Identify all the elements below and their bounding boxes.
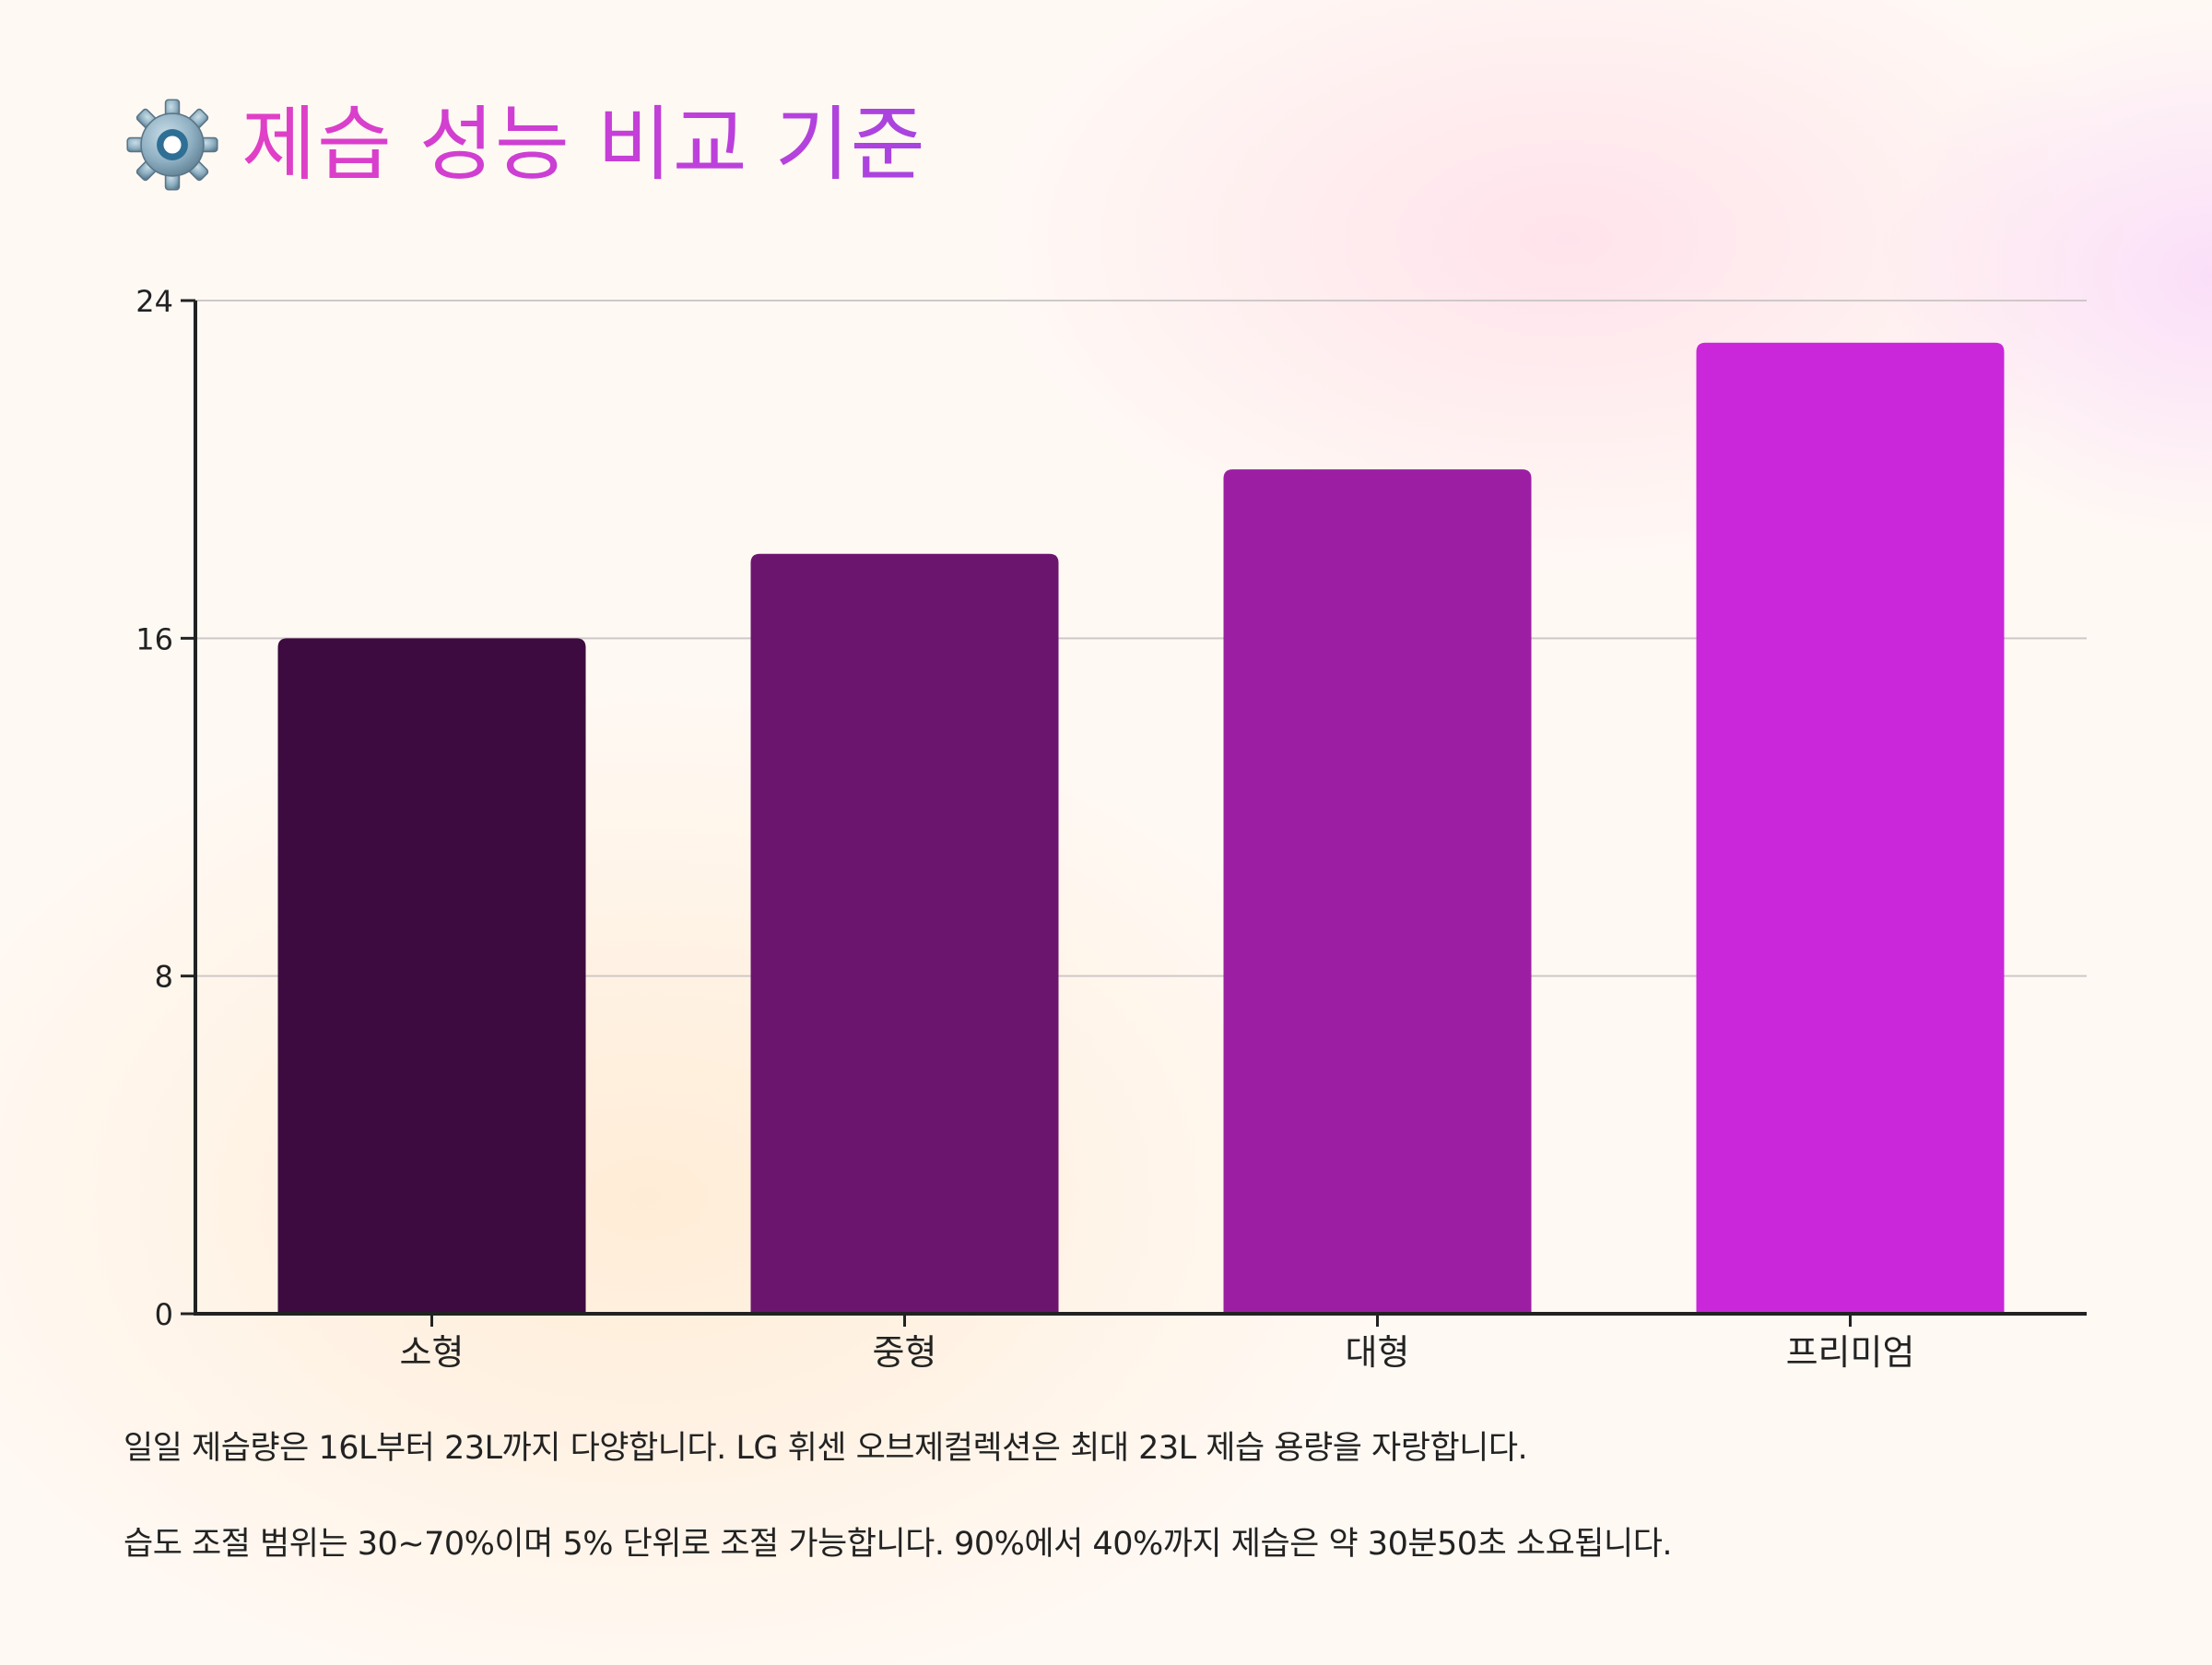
title-row: 제습 성능 비교 기준 bbox=[124, 85, 926, 205]
note-humidity-range: 습도 조절 범위는 30~70%이며 5% 단위로 조절 가능합니다. 90%에… bbox=[124, 1526, 1673, 1563]
bar bbox=[1223, 469, 1532, 1315]
y-tick-label: 16 bbox=[135, 621, 173, 656]
chart-svg: 소형 중형 대형 프리미엄 0 8 16 24 bbox=[135, 284, 2087, 1373]
y-tick-label: 24 bbox=[135, 284, 173, 319]
bar bbox=[277, 638, 586, 1314]
note-daily-capacity: 일일 제습량은 16L부터 23L까지 다양합니다. LG 휘센 오브제컬렉션은… bbox=[124, 1430, 1528, 1467]
y-tick-label: 0 bbox=[155, 1297, 173, 1332]
bar bbox=[1696, 342, 2005, 1315]
bar bbox=[750, 553, 1059, 1314]
x-tick-label: 소형 bbox=[400, 1332, 465, 1373]
x-tick-label: 프리미엄 bbox=[1786, 1332, 1915, 1373]
bar-chart: 소형 중형 대형 프리미엄 0 8 16 24 bbox=[135, 284, 2087, 1373]
x-tick-label: 대형 bbox=[1346, 1332, 1410, 1373]
page-title: 제습 성능 비교 기준 bbox=[241, 97, 926, 192]
x-tick-label: 중형 bbox=[873, 1332, 937, 1373]
gear-icon bbox=[126, 99, 218, 191]
y-tick-label: 8 bbox=[155, 960, 173, 995]
